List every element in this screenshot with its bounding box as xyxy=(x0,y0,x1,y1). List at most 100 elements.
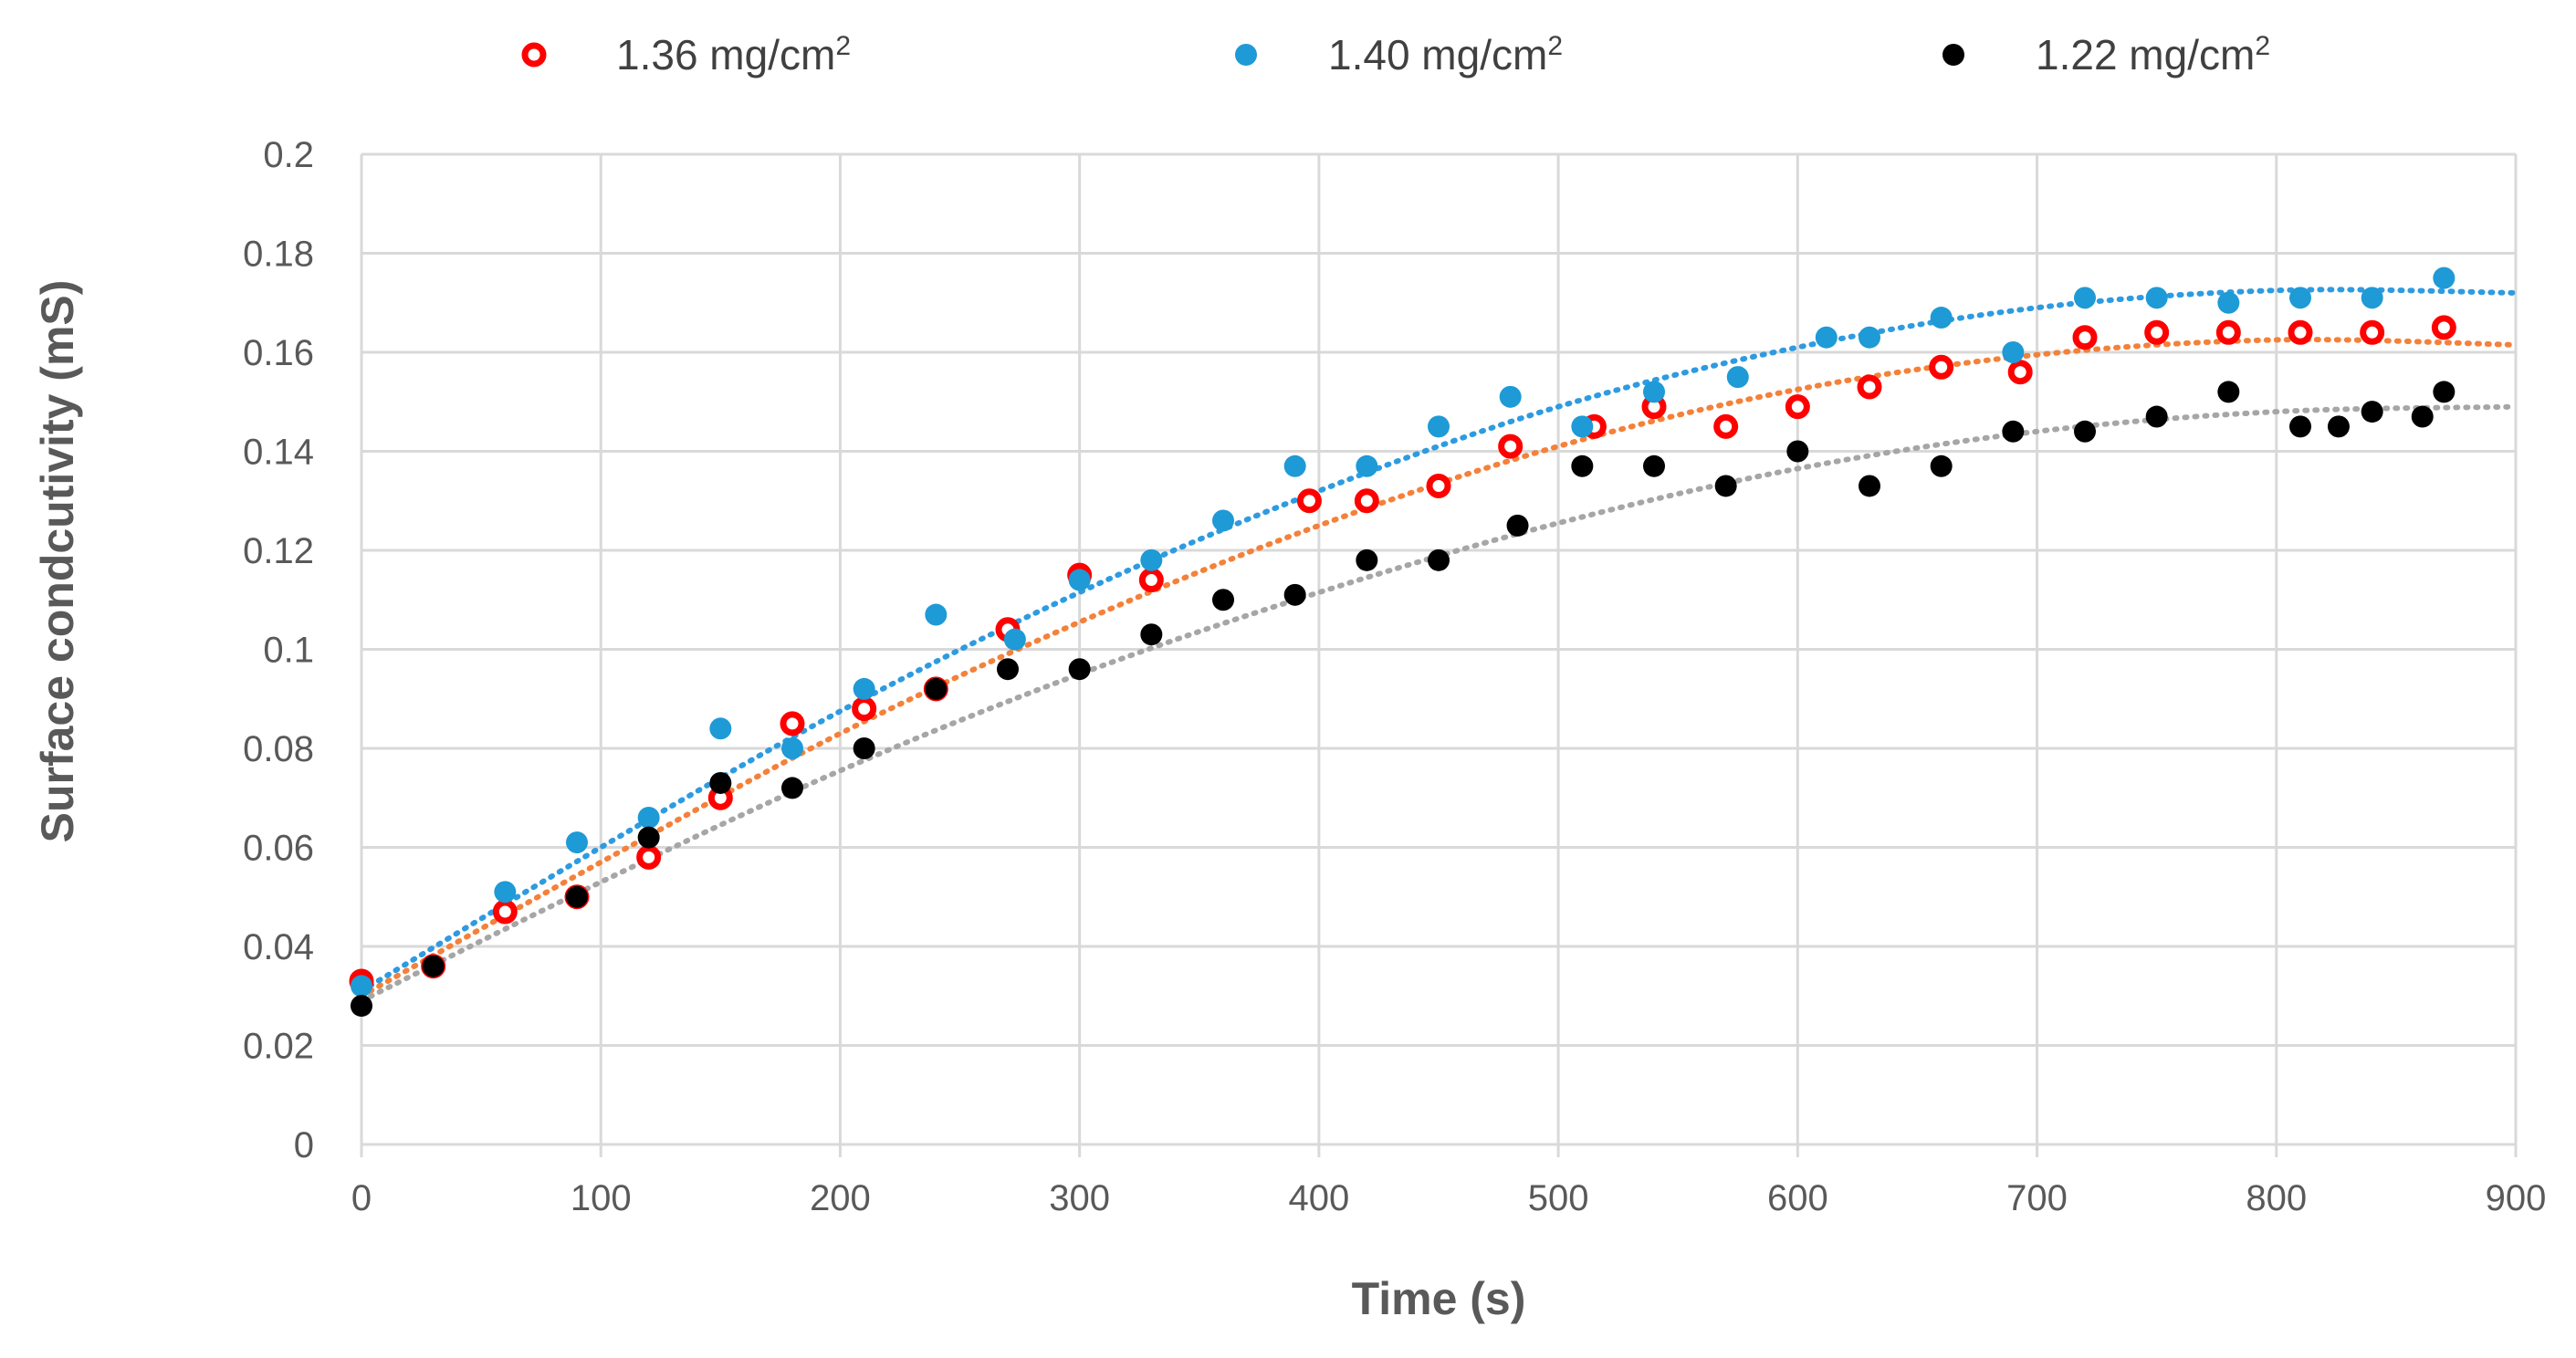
point-122 xyxy=(1140,623,1163,646)
legend-label-superscript: 2 xyxy=(2255,31,2270,61)
point-122 xyxy=(637,826,660,849)
legend-label-superscript: 2 xyxy=(835,31,851,61)
x-tick-label: 200 xyxy=(810,1178,871,1218)
point-140 xyxy=(1859,326,1880,349)
point-122 xyxy=(422,955,445,977)
point-136 xyxy=(1138,568,1164,593)
legend-label-122: 1.22 mg/cm2 xyxy=(2036,31,2270,78)
point-140 xyxy=(637,806,660,829)
point-140 xyxy=(1140,548,1163,571)
point-136 xyxy=(1498,434,1524,459)
legend: 1.36 mg/cm2 1.40 mg/cm2 1.22 mg/cm2 xyxy=(521,31,2270,78)
point-136 xyxy=(2360,319,2385,345)
trendline-122 xyxy=(359,403,2518,1004)
legend-marker-140 xyxy=(1235,44,1257,66)
gridlines xyxy=(360,152,2518,1157)
point-122 xyxy=(1930,454,1953,477)
point-122 xyxy=(1283,583,1306,606)
point-136 xyxy=(2431,315,2456,340)
tick-labels: 0 0.02 0.04 0.06 0.08 0.1 0.12 0.14 0.16 0.18 0.2 0… xyxy=(243,135,2546,1218)
legend-marker-136 xyxy=(521,42,547,68)
point-136 xyxy=(1857,374,1882,400)
point-122 xyxy=(709,771,732,794)
point-122 xyxy=(351,995,372,1018)
legend-label-text: 1.22 mg/cm xyxy=(2036,31,2255,78)
point-140 xyxy=(1815,326,1838,349)
point-122 xyxy=(1356,548,1378,571)
y-tick-label: 0.02 xyxy=(243,1027,314,1067)
point-136 xyxy=(1713,413,1739,439)
point-136 xyxy=(2215,319,2241,345)
x-tick-label: 900 xyxy=(2486,1178,2547,1218)
point-122 xyxy=(2289,415,2311,438)
point-122 xyxy=(925,677,948,700)
x-tick-label: 0 xyxy=(351,1178,372,1218)
legend-label-text: 1.36 mg/cm xyxy=(616,31,835,78)
legend-label-superscript: 2 xyxy=(1547,31,1563,61)
trendline-140 xyxy=(359,287,2518,994)
point-122 xyxy=(781,777,803,799)
point-122 xyxy=(1068,658,1091,681)
point-122 xyxy=(2074,420,2096,443)
point-140 xyxy=(1571,415,1594,438)
point-140 xyxy=(1499,385,1522,408)
x-tick-label: 600 xyxy=(1767,1178,1828,1218)
point-140 xyxy=(853,677,875,700)
y-tick-label: 0.12 xyxy=(243,531,314,571)
point-140 xyxy=(1356,454,1378,477)
y-tick-label: 0.2 xyxy=(263,135,314,175)
point-136 xyxy=(1929,354,1954,380)
point-122 xyxy=(2327,415,2350,438)
point-122 xyxy=(1859,475,1880,497)
point-122 xyxy=(997,658,1019,681)
point-140 xyxy=(2074,287,2096,309)
x-axis-title: Time (s) xyxy=(1352,1273,1526,1324)
point-140 xyxy=(1068,569,1091,591)
point-122 xyxy=(2411,405,2434,428)
point-140 xyxy=(1003,628,1026,651)
point-136 xyxy=(2072,325,2098,350)
y-tick-label: 0.16 xyxy=(243,333,314,373)
point-140 xyxy=(494,881,517,904)
x-tick-label: 300 xyxy=(1049,1178,1110,1218)
x-tick-label: 700 xyxy=(2006,1178,2068,1218)
point-140 xyxy=(2433,266,2456,289)
x-tick-label: 500 xyxy=(1528,1178,1589,1218)
point-136 xyxy=(1426,473,1451,498)
y-axis-title: Surface condcutivity (mS) xyxy=(32,280,83,843)
legend-label-text: 1.40 mg/cm xyxy=(1328,31,1547,78)
point-136 xyxy=(2288,319,2313,345)
x-tick-label: 800 xyxy=(2246,1178,2307,1218)
point-140 xyxy=(351,975,372,998)
x-tick-label: 400 xyxy=(1289,1178,1350,1218)
point-136 xyxy=(1354,488,1379,514)
point-136 xyxy=(1785,394,1810,420)
y-tick-label: 0.18 xyxy=(243,235,314,275)
point-136 xyxy=(780,711,805,736)
point-140 xyxy=(1212,509,1234,532)
point-136 xyxy=(852,696,877,722)
point-122 xyxy=(2002,420,2025,443)
legend-label-140: 1.40 mg/cm2 xyxy=(1328,31,1563,78)
y-tick-label: 0.06 xyxy=(243,829,314,869)
point-140 xyxy=(2217,291,2240,314)
point-122 xyxy=(2361,401,2383,423)
point-140 xyxy=(2002,341,2025,363)
point-122 xyxy=(2145,405,2168,428)
point-122 xyxy=(2433,381,2456,403)
point-140 xyxy=(1643,381,1665,403)
point-122 xyxy=(2217,381,2240,403)
point-140 xyxy=(2289,287,2311,309)
point-140 xyxy=(1428,415,1450,438)
point-140 xyxy=(1283,454,1306,477)
trendlines xyxy=(359,287,2518,1004)
point-122 xyxy=(1212,589,1234,611)
point-136 xyxy=(636,844,662,870)
point-140 xyxy=(925,603,948,626)
point-122 xyxy=(1714,475,1737,497)
legend-marker-122 xyxy=(1942,44,1964,66)
y-tick-label: 0.14 xyxy=(243,433,314,473)
trendline-136 xyxy=(359,337,2518,999)
legend-label-136: 1.36 mg/cm2 xyxy=(616,31,851,78)
y-tick-label: 0 xyxy=(294,1125,314,1165)
